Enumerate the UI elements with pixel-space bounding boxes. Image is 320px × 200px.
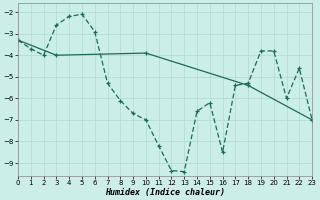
X-axis label: Humidex (Indice chaleur): Humidex (Indice chaleur): [105, 188, 225, 197]
